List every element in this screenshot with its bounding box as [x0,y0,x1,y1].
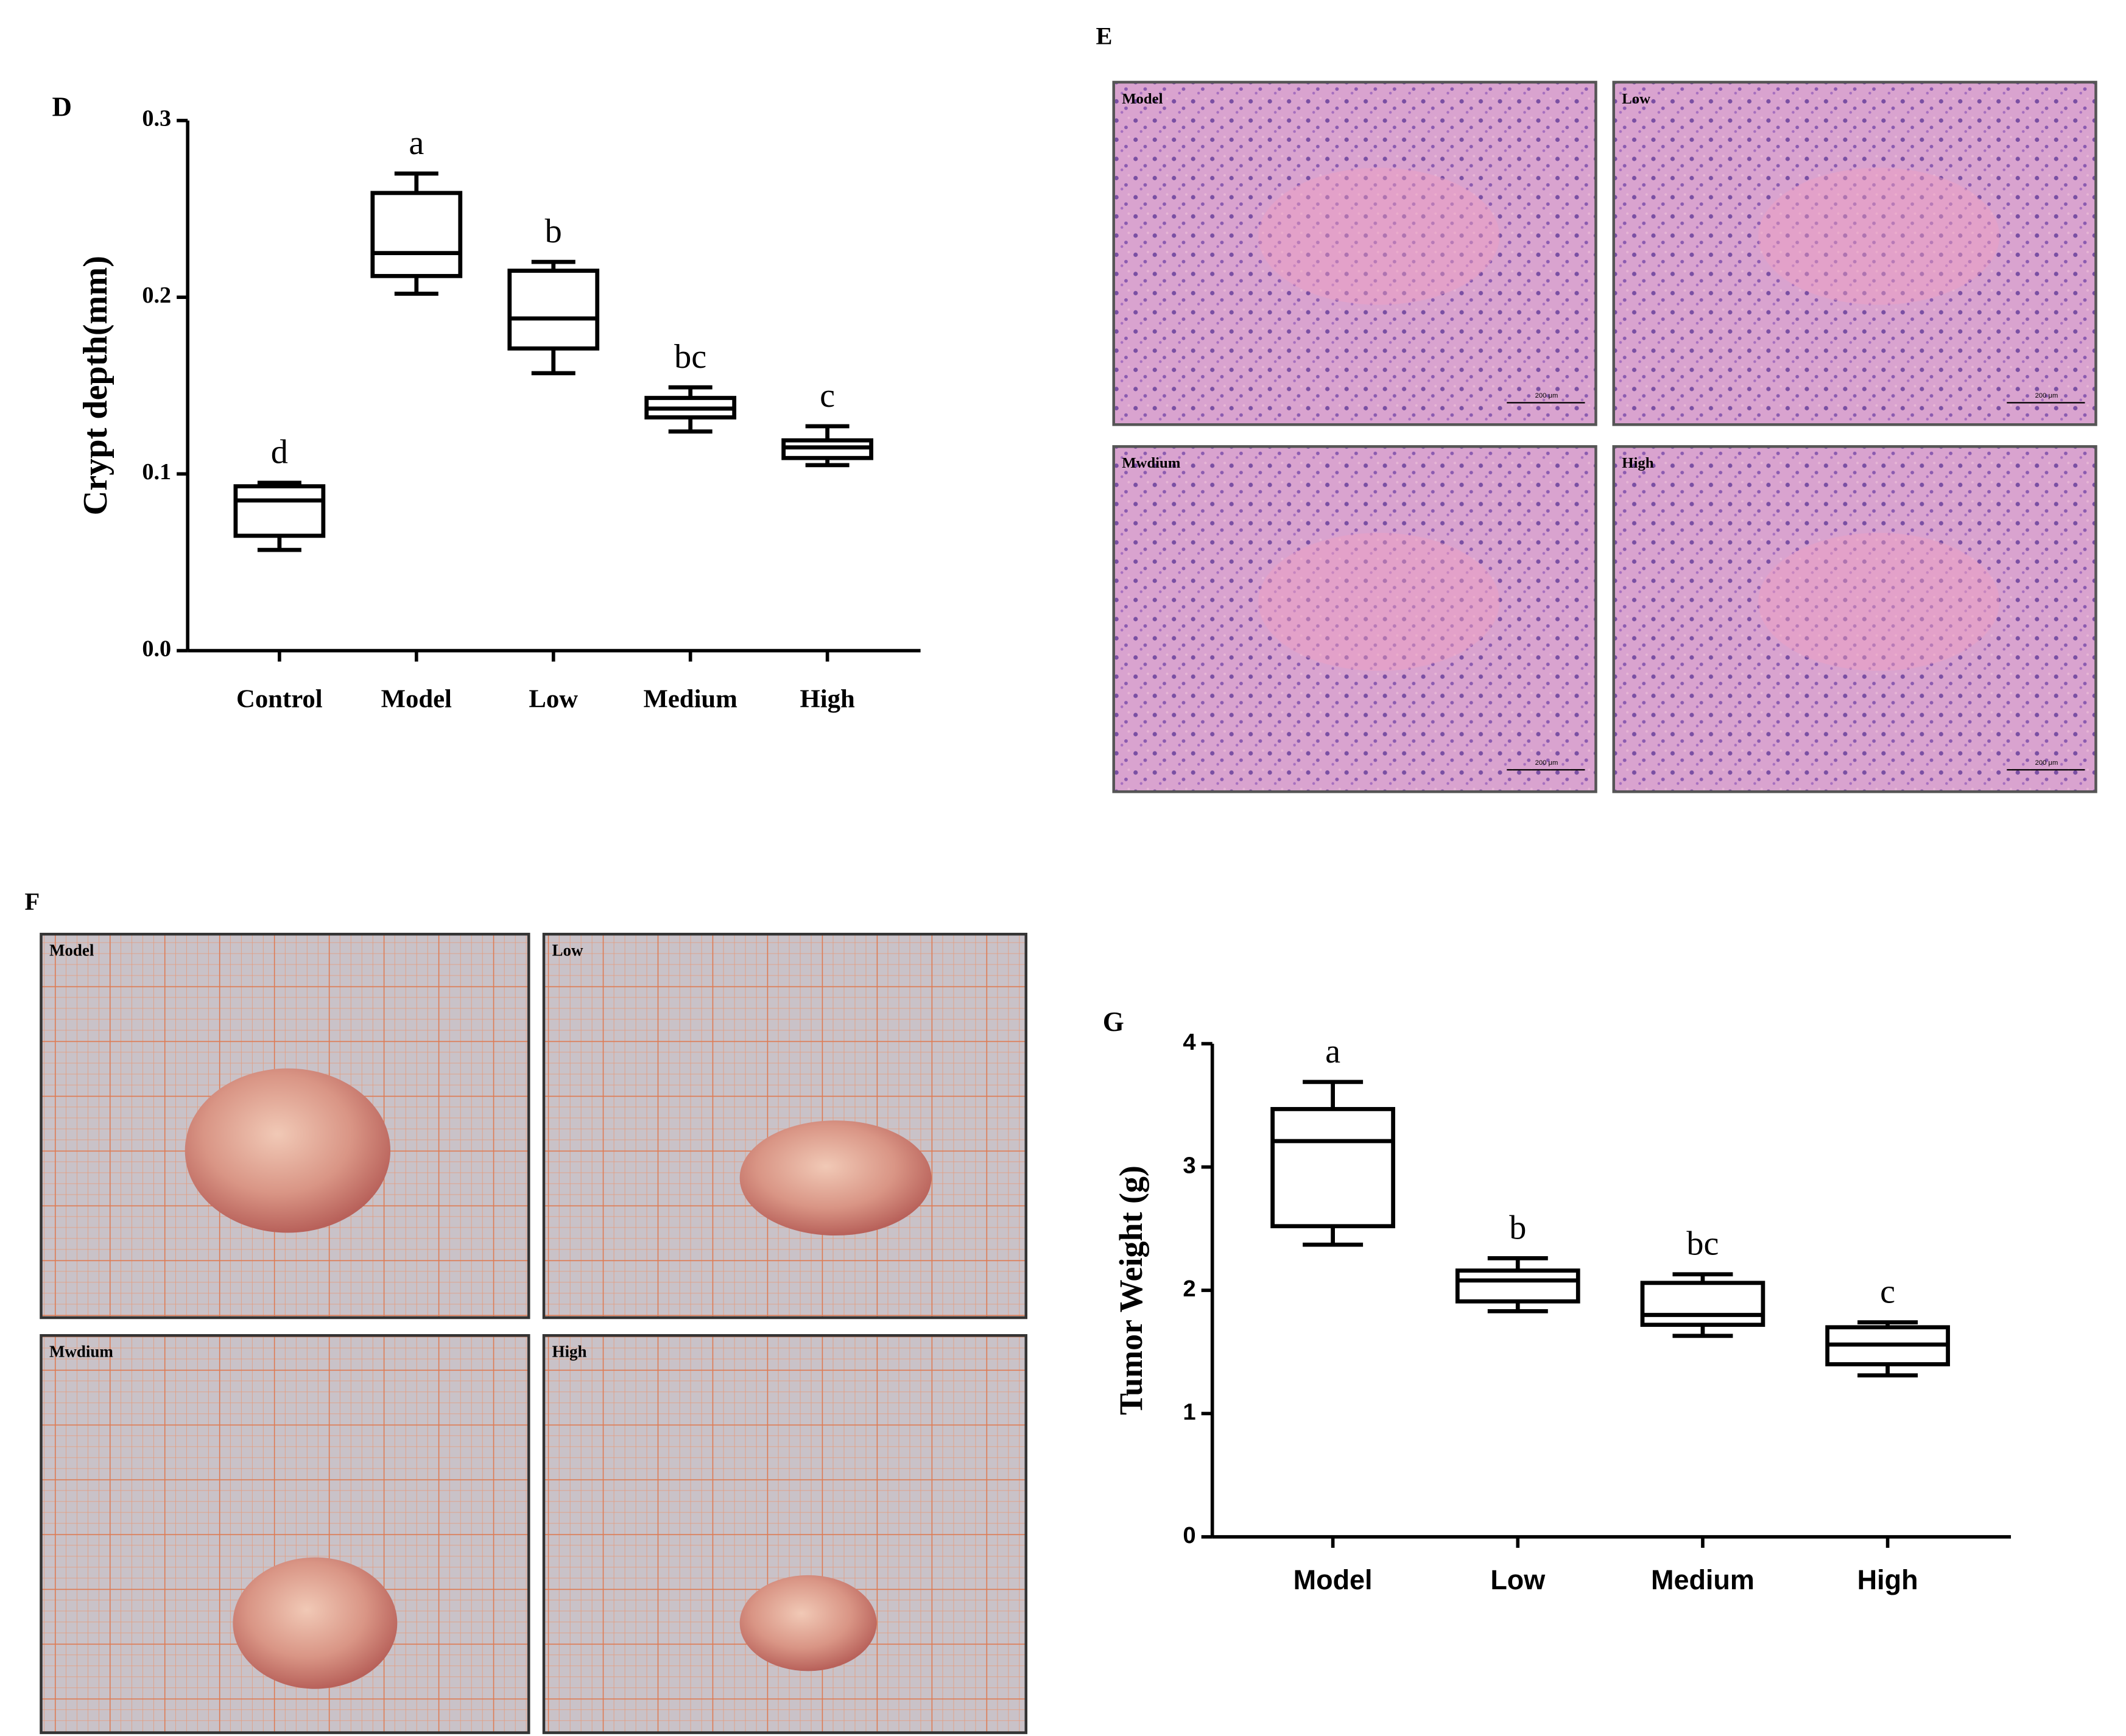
x-tick-label: High [800,685,855,714]
tissue-section [1112,80,1597,426]
annotation: d [271,434,288,471]
x-tick-label: Model [1294,1564,1373,1595]
annotation: b [1509,1209,1526,1246]
box [507,269,600,351]
stain-region [1758,533,2000,671]
annotation: a [1325,1033,1340,1070]
box [233,484,326,538]
y-tick-label: 0 [1183,1522,1195,1548]
x-tick-label: Low [1490,1564,1546,1595]
image-label: High [552,1343,586,1361]
x-tick-label: Medium [644,685,737,714]
y-axis-label: Crypt depth(mm) [77,256,114,515]
chart: G 0 1 2 3 4 Tumor Weight (g) Model a Low b Medium bc… [1103,1007,2012,1595]
x-tick-label: High [1857,1564,1918,1595]
annotation: b [545,213,562,250]
panel-label: F [24,888,40,915]
tumor-photo: High [542,1334,1028,1734]
annotation: c [820,377,835,415]
image-label: Low [552,941,583,960]
image-label: Model [49,941,94,960]
histology-image: High 200 μm [1612,445,2097,793]
tumor-photo: Low [542,932,1028,1320]
tumor [739,1120,932,1236]
x-tick-label: Low [529,685,578,714]
scale-bar-label: 200 μm [2035,392,2058,399]
y-tick-label: 0.1 [142,459,171,485]
scale-bar-label: 200 μm [2035,759,2058,767]
panel-label: E [1096,22,1112,49]
annotation: a [409,124,424,162]
stain-region [1258,533,1500,671]
y-tick-label: 2 [1183,1276,1195,1302]
stain-region [1258,167,1500,305]
tissue-section [1112,445,1597,793]
y-tick-label: 0.0 [142,636,171,661]
image-label: Mwdium [49,1343,113,1361]
box [1455,1268,1580,1304]
box [370,191,463,278]
y-axis-label: Tumor Weight (g) [1113,1165,1149,1415]
graph-paper [542,1334,1028,1734]
y-tick-label: 3 [1183,1153,1195,1179]
tumor-photo: Mwdium [40,1334,530,1734]
chart: D 0.0 0.1 0.2 0.3 Crypt depth(mm) Control d Mode… [52,91,921,714]
annotation: bc [674,338,706,376]
tumor [185,1068,391,1233]
image-label: Mwdium [1122,455,1181,471]
tissue-section [1612,80,2097,426]
image-label: High [1622,455,1653,471]
charts: D 0.0 0.1 0.2 0.3 Crypt depth(mm) Control d Mode… [52,91,2012,1595]
annotation: c [1880,1273,1895,1311]
panel-label: G [1103,1007,1124,1037]
image-label: Model [1122,91,1163,107]
y-tick-label: 0.2 [142,283,171,308]
x-tick-label: Medium [1651,1564,1755,1595]
tumor [739,1575,877,1671]
histology-image: Mwdium 200 μm [1112,445,1597,793]
scale-bar-label: 200 μm [1535,759,1558,767]
histology-image: Model 200 μm [1112,80,1597,426]
x-tick-label: Model [381,685,452,714]
annotation: bc [1686,1225,1719,1263]
box [1640,1281,1765,1327]
image-label: Low [1622,91,1650,107]
tumor [233,1557,398,1689]
box [1270,1107,1395,1229]
graph-paper [542,932,1028,1320]
tissue-section [1612,445,2097,793]
scale-bar-label: 200 μm [1535,392,1558,399]
tumor-photo: Model [40,932,530,1320]
x-tick-label: Control [236,685,323,714]
y-tick-label: 0.3 [142,106,171,132]
panel-label: D [52,91,71,122]
y-tick-label: 1 [1183,1399,1195,1425]
stain-region [1758,167,2000,305]
histology-image: Low 200 μm [1612,80,2097,426]
y-tick-label: 4 [1183,1029,1196,1055]
